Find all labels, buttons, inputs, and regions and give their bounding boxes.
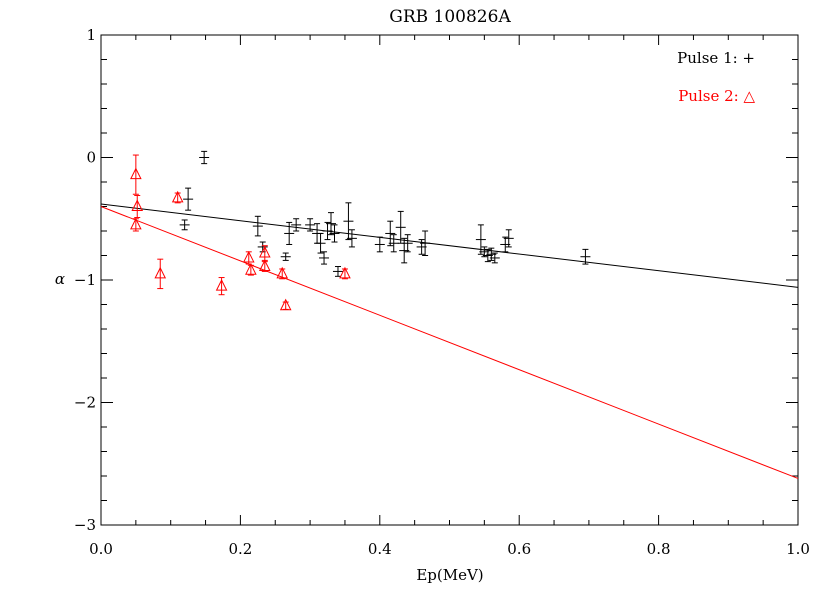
x-tick-label: 0.0 (89, 540, 113, 558)
x-tick-label: 0.2 (228, 540, 252, 558)
data-point-plus (332, 266, 343, 277)
axis-ticks (100, 34, 799, 526)
fit-lines (100, 203, 799, 479)
triangle-marker (242, 250, 255, 263)
data-point-triangle (276, 266, 289, 280)
data-point-plus (399, 237, 410, 264)
y-tick-label: 1 (86, 26, 96, 44)
data-point-plus (329, 224, 340, 243)
data-point-plus (199, 150, 210, 165)
y-tick-labels: 1 0 −1 −2 −3 (74, 26, 96, 534)
data-point-plus (489, 252, 500, 264)
x-tick-label: 0.6 (507, 540, 531, 558)
x-tick-label: 0.4 (368, 540, 392, 558)
data-point-triangle (154, 258, 167, 290)
fit-line-series-2 (100, 206, 799, 479)
data-point-plus (346, 229, 357, 248)
fit-line-series-1 (100, 203, 799, 288)
data-point-plus (343, 202, 354, 241)
data-point-plus (500, 236, 511, 253)
data-point-plus (305, 218, 316, 232)
data-point-triangle (171, 190, 184, 204)
triangle-marker (279, 298, 292, 311)
triangle-marker (245, 263, 257, 275)
data-point-plus (402, 234, 413, 253)
data-point-plus (420, 230, 431, 256)
x-tick-labels: 0.0 0.2 0.4 0.6 0.8 1.0 (89, 540, 810, 558)
y-tick-label: −2 (74, 394, 96, 412)
data-point-plus (280, 252, 291, 261)
triangle-marker (339, 266, 351, 279)
data-point-plus (291, 218, 302, 232)
triangle-marker (258, 259, 271, 272)
data-point-plus (326, 212, 337, 236)
data-point-plus (503, 229, 514, 248)
data-point-triangle (130, 154, 142, 195)
x-tick-label: 0.8 (647, 540, 671, 558)
data-point-triangle (131, 194, 144, 219)
chart-title: GRB 100826A (389, 7, 511, 27)
y-tick-label: −1 (74, 271, 96, 289)
legend-pulse1: Pulse 1: + (677, 49, 755, 67)
legend-pulse2: Pulse 2: △ (678, 87, 755, 105)
triangle-marker (258, 245, 271, 258)
data-point-triangle (130, 217, 142, 232)
triangle-marker (130, 167, 142, 180)
triangle-marker (131, 199, 144, 211)
triangle-marker (171, 190, 184, 203)
data-point-triangle (258, 259, 271, 272)
data-point-plus (374, 236, 385, 253)
data-point-plus (179, 219, 190, 231)
data-point-triangle (258, 245, 271, 261)
data-points (130, 150, 591, 311)
data-point-plus (183, 187, 194, 211)
data-point-plus (322, 221, 333, 241)
triangle-marker (215, 279, 228, 291)
data-point-plus (388, 234, 399, 253)
data-point-plus (482, 248, 493, 263)
plot-frame (100, 34, 799, 526)
data-point-plus (475, 224, 486, 255)
data-point-triangle (339, 266, 351, 280)
data-point-triangle (245, 263, 257, 276)
data-point-plus (252, 215, 263, 237)
data-point-plus (580, 248, 591, 265)
x-tick-label: 1.0 (786, 540, 810, 558)
y-tick-label: 0 (86, 149, 96, 167)
y-axis-label: α (55, 270, 65, 288)
triangle-marker (154, 266, 167, 279)
data-point-plus (385, 220, 396, 247)
data-point-plus (319, 251, 330, 265)
data-point-triangle (242, 250, 255, 265)
data-point-triangle (215, 277, 228, 296)
triangle-marker (276, 266, 289, 279)
data-point-plus (315, 232, 326, 254)
data-point-triangle (279, 298, 292, 311)
x-axis-label: Ep(MeV) (416, 566, 483, 584)
y-tick-label: −3 (74, 516, 96, 534)
triangle-marker (130, 217, 142, 230)
data-point-plus (284, 221, 295, 245)
